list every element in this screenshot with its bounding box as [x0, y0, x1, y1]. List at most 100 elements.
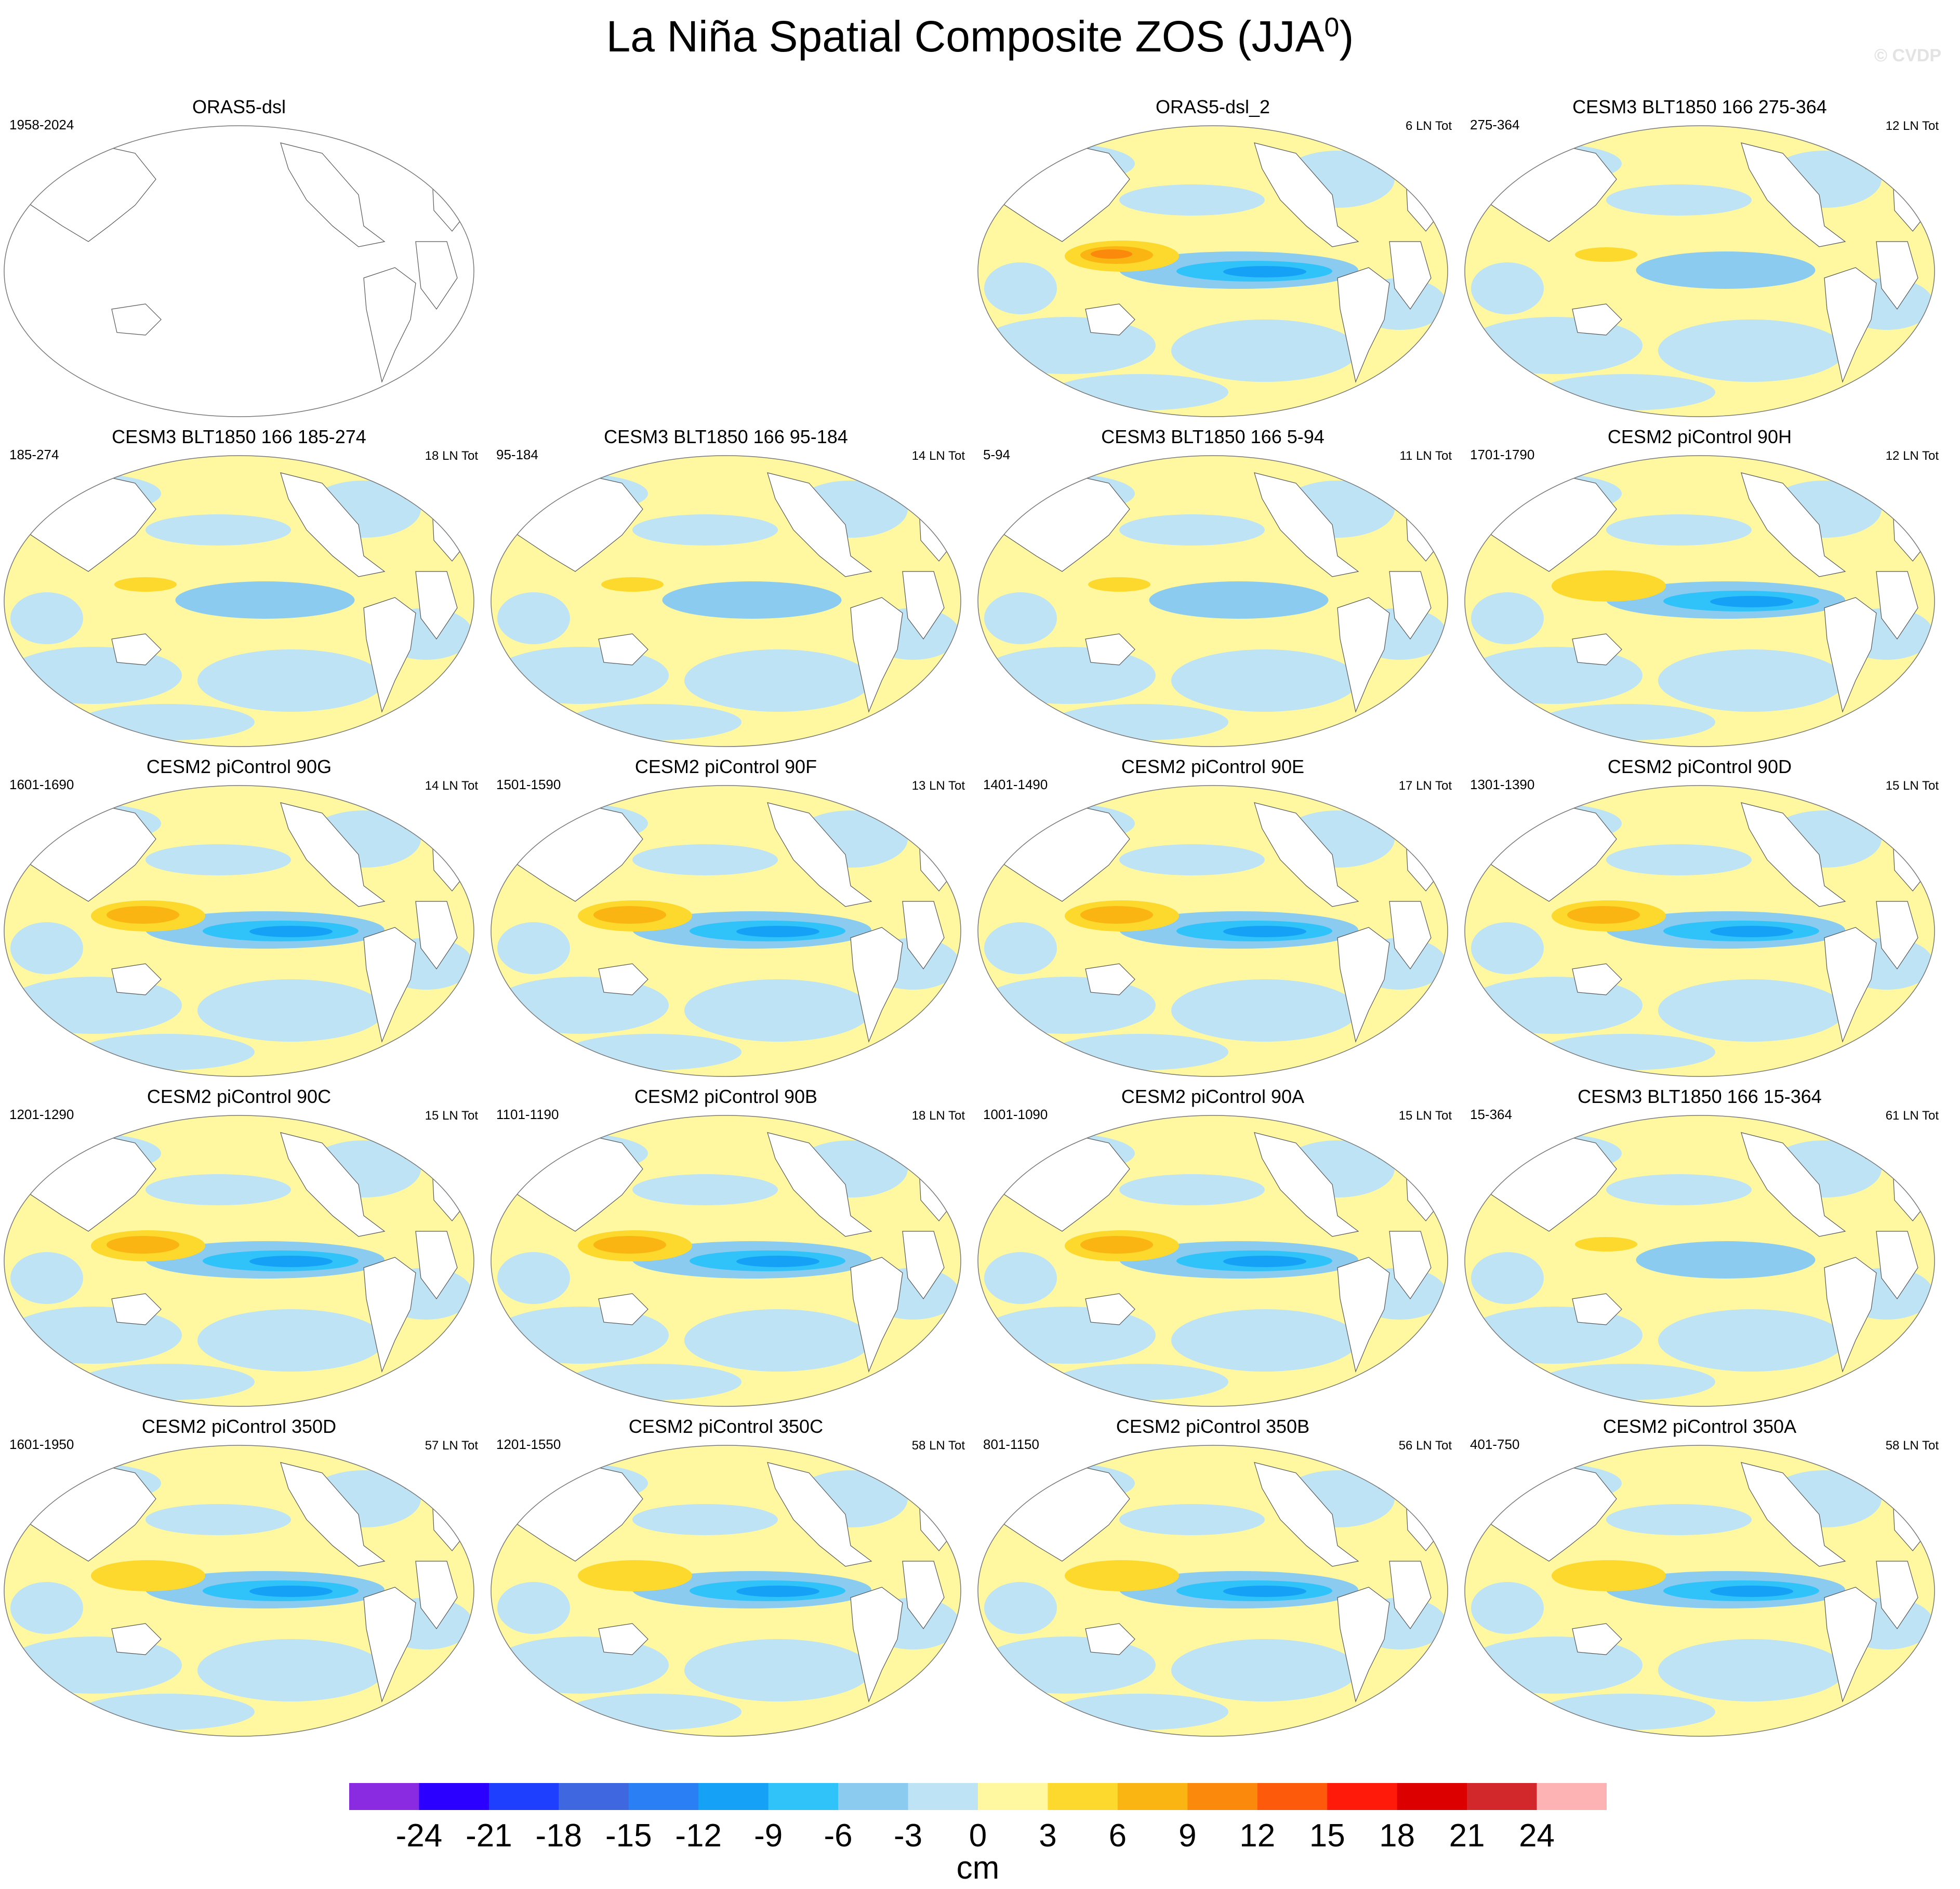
world-map — [4, 125, 474, 417]
cold-tongue-core — [700, 594, 814, 608]
anomaly-patch — [684, 979, 871, 1042]
map-panel: CESM2 piControl 90B 1101-1190 18 LN Tot — [487, 1086, 965, 1416]
landmass — [1389, 571, 1432, 640]
cold-tongue-core — [1187, 594, 1301, 608]
cold-tongue-core — [1710, 926, 1793, 937]
panel-years: 1601-1950 — [9, 1436, 74, 1452]
map-panel: CESM2 piControl 350C 1201-1550 58 LN Tot — [487, 1416, 965, 1746]
panel-years: 1958-2024 — [9, 117, 74, 132]
world-map — [1464, 1445, 1935, 1737]
landmass — [415, 571, 458, 640]
panel-event-count: 14 LN Tot — [425, 779, 478, 793]
warm-pool — [1088, 577, 1150, 592]
panel-years: 185-274 — [9, 447, 59, 462]
panel-event-count: 18 LN Tot — [425, 449, 478, 463]
landmass — [1337, 1587, 1390, 1703]
landmass — [1876, 241, 1918, 310]
panel-title: CESM2 piControl 350C — [628, 1416, 824, 1437]
panel-title: CESM2 piControl 350B — [1116, 1416, 1310, 1437]
anomaly-patch — [1119, 1504, 1265, 1535]
landmass — [111, 963, 162, 995]
landmass — [1085, 1293, 1135, 1325]
warm-pool-core — [1567, 906, 1640, 924]
panel-event-count: 57 LN Tot — [425, 1439, 478, 1453]
warm-pool-core — [107, 1236, 179, 1254]
cold-tongue-core — [1710, 596, 1793, 607]
anomaly-patch — [1119, 1174, 1265, 1205]
anomaly-patch — [78, 704, 255, 740]
panel-event-count: 17 LN Tot — [1398, 779, 1452, 793]
landmass — [280, 1462, 386, 1567]
cold-tongue-core — [1674, 264, 1788, 278]
landmass — [1876, 1561, 1918, 1630]
panel-title: CESM3 BLT1850 166 5-94 — [1101, 426, 1325, 447]
anomaly-patch — [1539, 1364, 1715, 1400]
landmass — [598, 1293, 648, 1325]
panel-title: CESM2 piControl 350D — [141, 1416, 337, 1437]
anomaly-patch — [497, 1252, 570, 1304]
anomaly-patch — [632, 844, 778, 875]
anomaly-patch — [565, 1034, 741, 1070]
world-map — [1464, 785, 1935, 1077]
panel-years: 275-364 — [1470, 117, 1520, 132]
anomaly-patch — [1606, 1174, 1752, 1205]
anomaly-patch — [1052, 374, 1228, 410]
landmass — [111, 633, 162, 666]
colorbar-swatch — [419, 1783, 489, 1810]
anomaly-patch — [565, 1694, 741, 1730]
panel-title: CESM3 BLT1850 166 95-184 — [604, 426, 848, 447]
panel-title: CESM2 piControl 90F — [634, 756, 817, 777]
map-border — [977, 785, 1448, 1077]
panel-event-count: 13 LN Tot — [911, 779, 965, 793]
anomaly-patch — [632, 514, 778, 546]
landmass — [1389, 241, 1432, 310]
map-border — [4, 125, 474, 417]
anomaly-patch — [1052, 1694, 1228, 1730]
colorbar-swatch — [1327, 1783, 1398, 1810]
panel-event-count: 15 LN Tot — [1398, 1109, 1452, 1123]
anomaly-patch — [78, 1034, 255, 1070]
world-map — [4, 455, 474, 747]
cold-tongue-core — [736, 1256, 819, 1267]
panel-title: CESM2 piControl 90H — [1607, 426, 1792, 447]
map-panel: CESM2 piControl 90H 1701-1790 12 LN Tot — [1461, 426, 1939, 756]
landmass — [111, 1623, 162, 1655]
panel-event-count: 14 LN Tot — [911, 449, 965, 463]
landmass — [1741, 472, 1846, 577]
panel-event-count: 6 LN Tot — [1406, 119, 1452, 133]
landmass — [111, 303, 162, 336]
anomaly-patch — [1658, 979, 1845, 1042]
panel-title: ORAS5-dsl_2 — [1155, 96, 1270, 117]
colorbar-tick-label: 18 — [1379, 1818, 1415, 1854]
world-map — [491, 785, 961, 1077]
panel-event-count: 58 LN Tot — [1885, 1439, 1939, 1453]
landmass — [1572, 1293, 1622, 1325]
colorbar-tick-label: 3 — [1039, 1818, 1057, 1854]
colorbar-tick-label: 0 — [969, 1818, 987, 1854]
anomaly-patch — [1171, 1309, 1358, 1372]
world-map — [4, 785, 474, 1077]
landmass — [1085, 303, 1135, 336]
anomaly-patch — [1658, 1309, 1845, 1372]
colorbar-tick-label: -9 — [754, 1818, 783, 1854]
anomaly-patch — [984, 592, 1057, 644]
map-panel: CESM2 piControl 90E 1401-1490 17 LN Tot — [974, 756, 1452, 1086]
anomaly-patch — [1471, 1582, 1544, 1634]
map-border — [491, 1115, 961, 1407]
anomaly-patch — [1052, 1034, 1228, 1070]
panel-title: CESM2 piControl 90C — [147, 1086, 332, 1107]
colorbar-swatch — [1117, 1783, 1188, 1810]
anomaly-patch — [197, 1309, 385, 1372]
map-panel: ORAS5-dsl 1958-2024 — [0, 96, 478, 426]
colorbar-swatch — [628, 1783, 699, 1810]
panel-years: 1701-1790 — [1470, 447, 1535, 462]
world-map — [977, 1115, 1448, 1407]
map-border — [491, 785, 961, 1077]
cold-tongue-core — [249, 926, 333, 937]
landmass — [1389, 901, 1432, 970]
panel-years: 801-1150 — [983, 1436, 1039, 1452]
landmass — [1254, 1132, 1359, 1237]
cold-tongue-core — [1223, 1256, 1306, 1267]
landmass — [363, 597, 416, 713]
anomaly-patch — [1171, 1639, 1358, 1701]
